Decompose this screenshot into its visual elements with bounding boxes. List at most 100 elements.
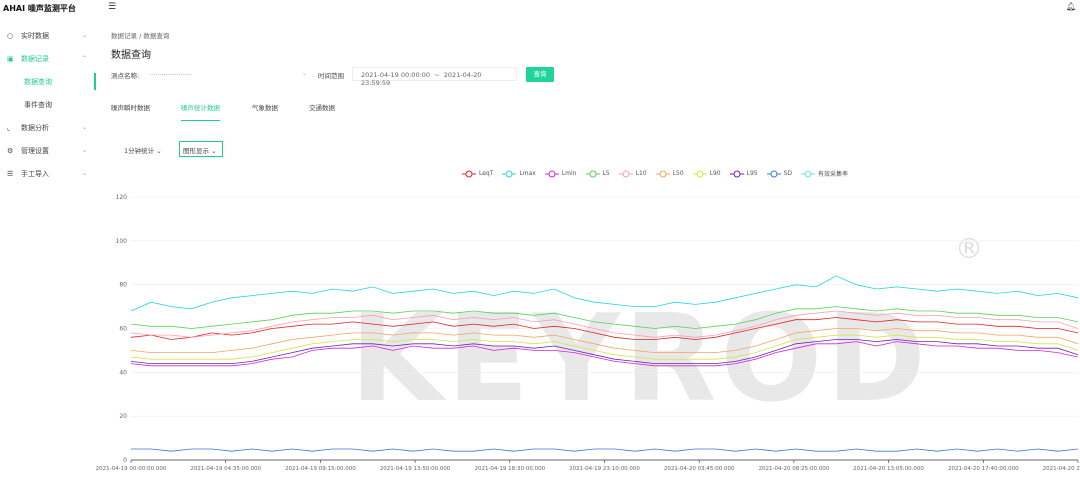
- tab-weather[interactable]: 气象数据: [252, 104, 278, 112]
- point-value: ......................: [150, 70, 192, 77]
- legend-item[interactable]: L90: [692, 169, 721, 178]
- series-line-Lmax: [130, 275, 1079, 312]
- point-select[interactable]: ...................... ⌄: [146, 67, 311, 81]
- legend-item[interactable]: L5: [585, 169, 610, 178]
- series-line-SD: [131, 448, 1079, 452]
- y-tick-label: 80: [119, 282, 127, 289]
- legend-item[interactable]: L95: [729, 169, 758, 178]
- x-tick-label: 2021-04-20 08:25:00.000: [759, 466, 830, 472]
- bell-icon[interactable]: 🔔︎: [1066, 2, 1077, 11]
- legend-label: L95: [746, 170, 758, 177]
- legend-label: Lmax: [519, 170, 536, 177]
- series-line-L10: [130, 310, 1079, 338]
- range-separator: ~: [434, 71, 440, 79]
- page-title: 数据查询: [111, 50, 151, 61]
- sidebar-item-label: 事件查询: [24, 100, 52, 109]
- sidebar-item-label: 手工导入: [21, 169, 49, 178]
- gear-icon: ⚙: [7, 146, 14, 155]
- x-tick-label: 2021-04-20 17:40:00.000: [948, 466, 1019, 472]
- x-tick-label: 2021-04-19 18:30:00.000: [474, 466, 545, 472]
- legend-label: L50: [672, 170, 684, 177]
- point-label: 测点名称:: [111, 72, 140, 80]
- y-tick-label: 20: [119, 413, 127, 420]
- sidebar-item-label: 数据分析: [21, 123, 49, 132]
- legend-item[interactable]: 有效采集率: [801, 169, 848, 178]
- x-tick-label: 2021-04-19 23:10:00.000: [569, 466, 640, 472]
- y-tick-label: 60: [119, 326, 127, 333]
- import-icon: ☰: [7, 169, 14, 178]
- series-line-L95: [130, 339, 1079, 365]
- legend-item[interactable]: L10: [618, 169, 647, 178]
- menu-fold-icon[interactable]: ☰: [108, 2, 117, 12]
- y-tick-label: 120: [116, 194, 128, 201]
- legend-marker: [585, 170, 600, 177]
- sidebar-item-0[interactable]: ○ 实时数据 ⌄: [0, 24, 96, 47]
- chevron-icon: ⌃: [82, 55, 88, 62]
- legend-label: Lmin: [561, 170, 577, 177]
- legend-item[interactable]: SD: [766, 169, 793, 178]
- sidebar-item-6[interactable]: ☰ 手工导入 ⌄: [0, 162, 96, 185]
- y-tick-label: 40: [119, 369, 127, 376]
- series-line-LeqT: [130, 317, 1079, 340]
- tab-instant[interactable]: 噪声瞬时数据: [111, 104, 150, 112]
- chevron-icon: ⌄: [82, 147, 88, 154]
- chart-legend: LeqT Lmax Lmin L5 L10 L50 L90 L95 SD 有效采集率: [462, 169, 848, 178]
- chevron-icon: ⌄: [82, 170, 88, 177]
- legend-item[interactable]: Lmin: [544, 169, 577, 178]
- x-tick-label: 2021-04-20 22:20:00.000: [1043, 466, 1080, 472]
- range-end: 2021-04-20 23:59:59: [361, 71, 482, 87]
- chart-icon: ⌞: [7, 123, 11, 132]
- breadcrumb: 数据记录 / 数据查询: [111, 32, 170, 40]
- legend-item[interactable]: LeqT: [462, 169, 493, 178]
- series-line-L90: [130, 334, 1079, 360]
- app-logo: AHAI 噪声监测平台: [3, 4, 76, 13]
- legend-marker: [502, 170, 517, 177]
- legend-label: L5: [602, 170, 610, 177]
- chevron-down-icon: ⌄: [301, 70, 307, 77]
- chevron-icon: ⌄: [82, 124, 88, 131]
- series-line-Lmin: [130, 341, 1079, 367]
- series-line-L5: [130, 306, 1079, 329]
- legend-label: LeqT: [479, 170, 494, 177]
- sidebar-item-label: 数据查询: [24, 77, 52, 86]
- line-chart: 0 20 40 60 80 100 120 2021-04-19 00:00:00.000 20…: [96, 194, 1080, 472]
- legend-label: L90: [709, 170, 721, 177]
- x-tick-label: 2021-04-19 00:00:00.000: [96, 466, 167, 472]
- display-mode-button[interactable]: 图形显示 ⌄: [179, 141, 223, 157]
- registered-mark: ®: [955, 232, 983, 265]
- circle-icon: ○: [7, 31, 14, 40]
- stat-interval-select[interactable]: 1分钟统计 ⌄: [124, 147, 162, 155]
- sidebar-item-4[interactable]: ⌞ 数据分析 ⌄: [0, 116, 96, 139]
- sidebar-item-3[interactable]: 事件查询: [0, 93, 96, 116]
- legend-marker: [655, 170, 670, 177]
- sidebar-item-label: 管理设置: [21, 146, 49, 155]
- legend-marker: [801, 170, 816, 177]
- tab-statistics[interactable]: 噪声统计数据: [181, 102, 220, 121]
- tab-traffic[interactable]: 交通数据: [309, 104, 335, 112]
- sidebar-item-label: 实时数据: [21, 31, 49, 40]
- legend-label: L10: [635, 170, 647, 177]
- sidebar-item-5[interactable]: ⚙ 管理设置 ⌄: [0, 139, 96, 162]
- sidebar-item-label: 数据记录: [21, 54, 49, 63]
- x-tick-label: 2021-04-20 13:05:00.000: [853, 466, 924, 472]
- legend-marker: [766, 170, 781, 177]
- legend-marker: [618, 170, 633, 177]
- legend-item[interactable]: L50: [655, 169, 684, 178]
- series-line-L50: [130, 328, 1079, 354]
- sidebar-item-1[interactable]: ▣ 数据记录 ⌃: [0, 47, 96, 70]
- x-tick-label: 2021-04-20 03:45:00.000: [664, 466, 735, 472]
- square-icon: ▣: [7, 54, 14, 63]
- query-button[interactable]: 查询: [526, 67, 554, 82]
- legend-item[interactable]: Lmax: [502, 169, 536, 178]
- y-tick-label: 0: [123, 457, 127, 464]
- legend-label: SD: [783, 170, 793, 177]
- sidebar-item-2[interactable]: 数据查询: [0, 70, 96, 93]
- y-tick-label: 100: [116, 238, 128, 245]
- x-tick-label: 2021-04-19 13:50:00.000: [380, 466, 451, 472]
- x-tick-label: 2021-04-19 04:35:00.000: [190, 466, 261, 472]
- legend-marker: [692, 170, 707, 177]
- chevron-icon: ⌄: [82, 32, 88, 39]
- date-range-picker[interactable]: 2021-04-19 00:00:00 ~ 2021-04-20 23:59:5…: [352, 67, 517, 87]
- range-start: 2021-04-19 00:00:00: [361, 71, 431, 79]
- x-tick-label: 2021-04-19 09:15:00.000: [285, 466, 356, 472]
